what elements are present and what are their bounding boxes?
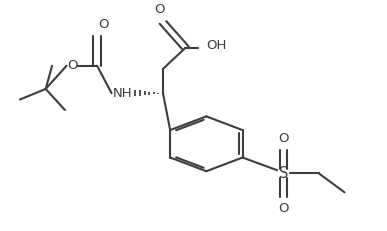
Text: O: O: [278, 202, 289, 215]
Text: O: O: [98, 18, 109, 31]
Text: O: O: [278, 132, 289, 145]
Text: OH: OH: [206, 39, 227, 52]
Text: S: S: [279, 166, 288, 181]
Text: O: O: [68, 59, 78, 72]
Text: O: O: [154, 3, 165, 16]
Text: NH: NH: [113, 87, 133, 100]
